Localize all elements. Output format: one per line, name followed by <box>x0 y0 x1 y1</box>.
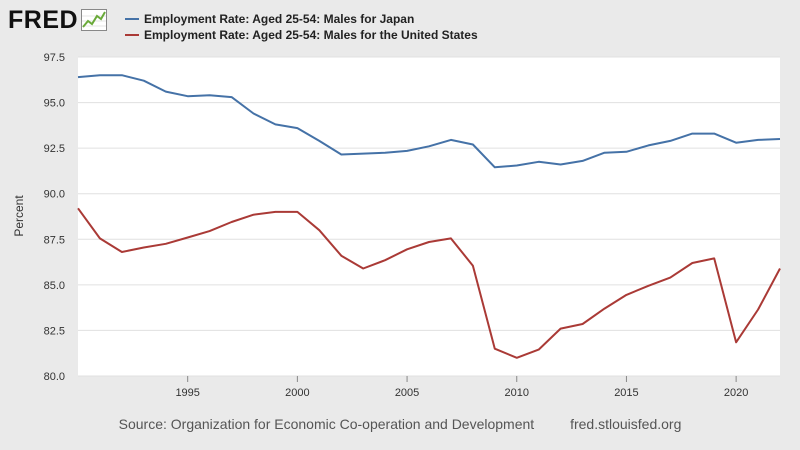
fred-graph-logo-icon <box>81 9 108 31</box>
y-axis-ticks: 80.0 82.5 85.0 87.5 90.0 92.5 95.0 97.5 <box>44 52 65 383</box>
plot-area <box>78 57 780 376</box>
chart-legend: Employment Rate: Aged 25-54: Males for J… <box>125 11 478 43</box>
gridlines <box>78 56 780 377</box>
y-axis-label: Percent <box>12 195 26 237</box>
legend-swatch-us <box>125 34 139 36</box>
fred-url-link[interactable]: fred.stlouisfed.org <box>570 416 682 432</box>
x-tick-label: 2015 <box>614 387 638 399</box>
x-tick-label: 2005 <box>395 387 419 399</box>
x-tick-label: 2020 <box>724 387 748 399</box>
x-axis-ticks: 1995 2000 2005 2010 2015 2020 <box>175 376 748 399</box>
x-tick-label: 2010 <box>505 387 529 399</box>
y-tick-label: 92.5 <box>44 143 65 155</box>
fred-logo[interactable]: FRED <box>8 5 108 34</box>
legend-item-us[interactable]: Employment Rate: Aged 25-54: Males for t… <box>125 27 478 43</box>
x-tick-label: 1995 <box>175 387 199 399</box>
legend-label-japan: Employment Rate: Aged 25-54: Males for J… <box>144 12 415 26</box>
y-tick-label: 95.0 <box>44 98 65 110</box>
source-text: Source: Organization for Economic Co-ope… <box>118 416 535 432</box>
legend-swatch-japan <box>125 18 139 20</box>
series-line-japan[interactable] <box>77 74 781 169</box>
legend-label-us: Employment Rate: Aged 25-54: Males for t… <box>144 28 478 42</box>
y-tick-label: 97.5 <box>44 52 65 64</box>
series-group <box>77 74 781 359</box>
legend-item-japan[interactable]: Employment Rate: Aged 25-54: Males for J… <box>125 11 478 27</box>
y-tick-label: 87.5 <box>44 234 65 246</box>
y-tick-label: 80.0 <box>44 371 65 383</box>
chart-footer: Source: Organization for Economic Co-ope… <box>0 416 800 432</box>
line-chart: 80.0 82.5 85.0 87.5 90.0 92.5 95.0 97.5 1995 200… <box>12 52 781 399</box>
y-tick-label: 82.5 <box>44 325 65 337</box>
x-tick-label: 2000 <box>285 387 309 399</box>
y-tick-label: 90.0 <box>44 189 65 201</box>
y-tick-label: 85.0 <box>44 280 65 292</box>
fred-logo-text: FRED <box>8 5 79 34</box>
series-line-us[interactable] <box>77 207 781 359</box>
